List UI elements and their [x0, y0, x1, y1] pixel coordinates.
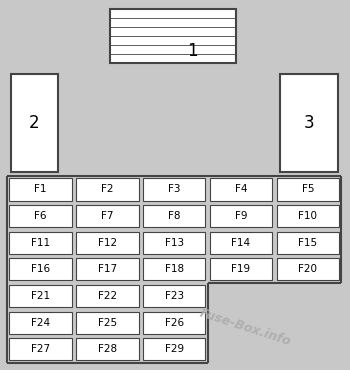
Text: F2: F2	[101, 184, 113, 195]
Text: F9: F9	[235, 211, 247, 221]
Text: F3: F3	[168, 184, 180, 195]
Text: F10: F10	[298, 211, 317, 221]
Bar	[9, 285, 72, 307]
Text: 2: 2	[29, 114, 40, 132]
Text: F25: F25	[98, 317, 117, 328]
Bar	[9, 178, 72, 201]
Text: Fuse-Box.info: Fuse-Box.info	[197, 306, 293, 349]
Bar	[143, 178, 205, 201]
Text: F15: F15	[298, 238, 317, 248]
Bar	[9, 232, 72, 254]
Text: F28: F28	[98, 344, 117, 354]
Bar	[143, 205, 205, 227]
Text: F6: F6	[34, 211, 47, 221]
Text: F23: F23	[164, 291, 184, 301]
Bar	[143, 285, 205, 307]
Bar	[9, 258, 72, 280]
Text: F22: F22	[98, 291, 117, 301]
Text: F21: F21	[31, 291, 50, 301]
Bar	[280, 74, 338, 172]
Bar	[276, 205, 339, 227]
Text: F29: F29	[164, 344, 184, 354]
Bar	[143, 258, 205, 280]
Text: F14: F14	[231, 238, 251, 248]
Text: F12: F12	[98, 238, 117, 248]
Text: F20: F20	[298, 264, 317, 275]
Bar	[210, 232, 272, 254]
Bar	[210, 205, 272, 227]
Bar	[143, 338, 205, 360]
Bar	[276, 178, 339, 201]
Bar	[10, 74, 58, 172]
Bar	[7, 176, 341, 283]
Bar	[9, 205, 72, 227]
Bar	[76, 178, 139, 201]
Bar	[9, 338, 72, 360]
Text: F7: F7	[101, 211, 113, 221]
Bar	[76, 312, 139, 334]
Text: F17: F17	[98, 264, 117, 275]
Text: F8: F8	[168, 211, 180, 221]
Text: F13: F13	[164, 238, 184, 248]
Bar	[276, 232, 339, 254]
Bar	[76, 285, 139, 307]
Text: 3: 3	[303, 114, 314, 132]
Text: F24: F24	[31, 317, 50, 328]
Text: F19: F19	[231, 264, 251, 275]
Bar	[276, 258, 339, 280]
Text: F18: F18	[164, 264, 184, 275]
Text: F26: F26	[164, 317, 184, 328]
Bar	[143, 312, 205, 334]
Text: F1: F1	[34, 184, 47, 195]
Text: 1: 1	[187, 42, 197, 60]
Text: F4: F4	[235, 184, 247, 195]
Bar	[7, 283, 208, 363]
Bar	[76, 205, 139, 227]
Bar	[76, 232, 139, 254]
Bar	[9, 312, 72, 334]
Text: F11: F11	[31, 238, 50, 248]
Bar	[76, 338, 139, 360]
Bar	[210, 258, 272, 280]
Bar	[76, 258, 139, 280]
Bar	[110, 9, 236, 63]
Bar	[210, 178, 272, 201]
Text: F27: F27	[31, 344, 50, 354]
Bar	[143, 232, 205, 254]
Text: F16: F16	[31, 264, 50, 275]
Text: F5: F5	[302, 184, 314, 195]
